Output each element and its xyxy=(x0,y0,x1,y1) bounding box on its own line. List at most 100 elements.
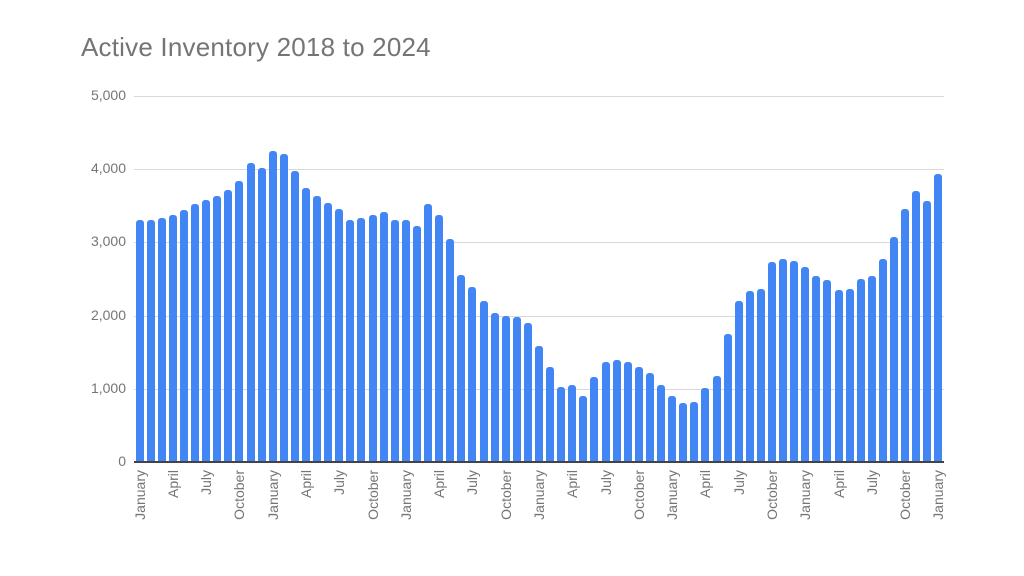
bar[interactable] xyxy=(246,162,255,462)
bar[interactable] xyxy=(257,168,266,462)
bar[interactable] xyxy=(279,153,288,462)
bar[interactable] xyxy=(213,195,222,462)
bar[interactable] xyxy=(823,280,832,462)
bar[interactable] xyxy=(623,362,632,462)
bar[interactable] xyxy=(324,202,333,462)
bar[interactable] xyxy=(168,214,177,462)
bar[interactable] xyxy=(834,289,843,462)
bar[interactable] xyxy=(579,396,588,462)
x-tick-label: January xyxy=(797,470,814,520)
bar[interactable] xyxy=(745,291,754,462)
bar[interactable] xyxy=(191,204,200,462)
bar[interactable] xyxy=(235,180,244,462)
bar[interactable] xyxy=(412,225,421,462)
bar[interactable] xyxy=(468,287,477,462)
bar[interactable] xyxy=(734,300,743,462)
bar[interactable] xyxy=(657,385,666,462)
bar[interactable] xyxy=(435,215,444,462)
bar[interactable] xyxy=(756,288,765,462)
bar[interactable] xyxy=(768,262,776,462)
bar[interactable] xyxy=(845,288,854,462)
y-tick-label: 1,000 xyxy=(90,379,126,396)
bar[interactable] xyxy=(535,346,543,462)
y-tick-label: 5,000 xyxy=(90,87,126,103)
gridline xyxy=(134,242,944,244)
bar[interactable] xyxy=(290,170,299,462)
bar[interactable] xyxy=(457,274,466,462)
bar[interactable] xyxy=(568,385,577,462)
bar[interactable] xyxy=(634,366,643,462)
bar[interactable] xyxy=(346,219,355,462)
x-tick-label: October xyxy=(497,470,514,520)
bar[interactable] xyxy=(690,401,699,462)
x-tick-label: July xyxy=(331,470,348,495)
x-tick-label: January xyxy=(131,470,148,520)
bar[interactable] xyxy=(268,150,277,462)
bar[interactable] xyxy=(501,315,510,462)
x-tick-label: April xyxy=(297,470,314,499)
bar[interactable] xyxy=(202,199,211,462)
y-tick-label: 4,000 xyxy=(90,160,126,177)
x-tick-label: January xyxy=(930,470,947,520)
bar[interactable] xyxy=(179,210,188,462)
x-tick-label: October xyxy=(364,470,381,520)
bar[interactable] xyxy=(645,372,654,462)
bar[interactable] xyxy=(512,317,521,462)
bar[interactable] xyxy=(934,174,943,462)
bar[interactable] xyxy=(546,366,555,462)
bar[interactable] xyxy=(424,204,433,462)
bar[interactable] xyxy=(379,211,388,462)
bar[interactable] xyxy=(446,239,455,462)
bar[interactable] xyxy=(601,362,610,462)
bar[interactable] xyxy=(401,219,410,462)
x-tick-label: July xyxy=(863,470,880,495)
bar[interactable] xyxy=(712,375,721,462)
bar[interactable] xyxy=(313,196,322,462)
bar[interactable] xyxy=(878,258,887,462)
bar[interactable] xyxy=(612,359,621,462)
bar[interactable] xyxy=(523,322,532,462)
bar[interactable] xyxy=(335,208,344,462)
x-tick-label: April xyxy=(697,470,714,499)
x-axis-line xyxy=(134,461,944,463)
bar[interactable] xyxy=(801,267,810,462)
y-tick-label: 0 xyxy=(118,453,126,469)
x-tick-label: January xyxy=(664,470,681,520)
bar[interactable] xyxy=(590,377,599,462)
x-tick-label: October xyxy=(231,470,248,520)
bar[interactable] xyxy=(867,276,876,462)
bar[interactable] xyxy=(479,300,488,462)
bar[interactable] xyxy=(856,279,865,462)
x-tick-label: April xyxy=(830,470,847,499)
bar[interactable] xyxy=(812,276,821,462)
bar[interactable] xyxy=(779,259,788,462)
bar[interactable] xyxy=(901,208,910,462)
x-tick-label: July xyxy=(464,470,481,495)
bar[interactable] xyxy=(357,218,366,462)
x-tick-label: July xyxy=(597,470,614,495)
bar[interactable] xyxy=(679,403,688,462)
bar[interactable] xyxy=(723,333,732,462)
bar[interactable] xyxy=(890,236,899,462)
bar[interactable] xyxy=(668,396,677,462)
x-tick-label: October xyxy=(630,470,647,520)
x-tick-label: July xyxy=(730,470,747,495)
bar[interactable] xyxy=(224,190,233,462)
bar[interactable] xyxy=(146,219,155,462)
bar[interactable] xyxy=(923,201,932,462)
bar[interactable] xyxy=(490,312,499,462)
gridline xyxy=(134,96,944,97)
bar[interactable] xyxy=(912,191,921,462)
bar[interactable] xyxy=(301,187,310,462)
x-tick-label: October xyxy=(764,470,780,520)
bar[interactable] xyxy=(390,219,399,462)
bar[interactable] xyxy=(790,260,799,462)
bar[interactable] xyxy=(701,388,710,462)
x-tick-label: October xyxy=(897,470,914,520)
x-tick-label: July xyxy=(198,470,215,495)
bar[interactable] xyxy=(157,217,166,462)
bar[interactable] xyxy=(557,387,566,462)
bar[interactable] xyxy=(368,215,377,462)
x-tick-label: April xyxy=(164,470,181,499)
bar[interactable] xyxy=(135,219,144,462)
